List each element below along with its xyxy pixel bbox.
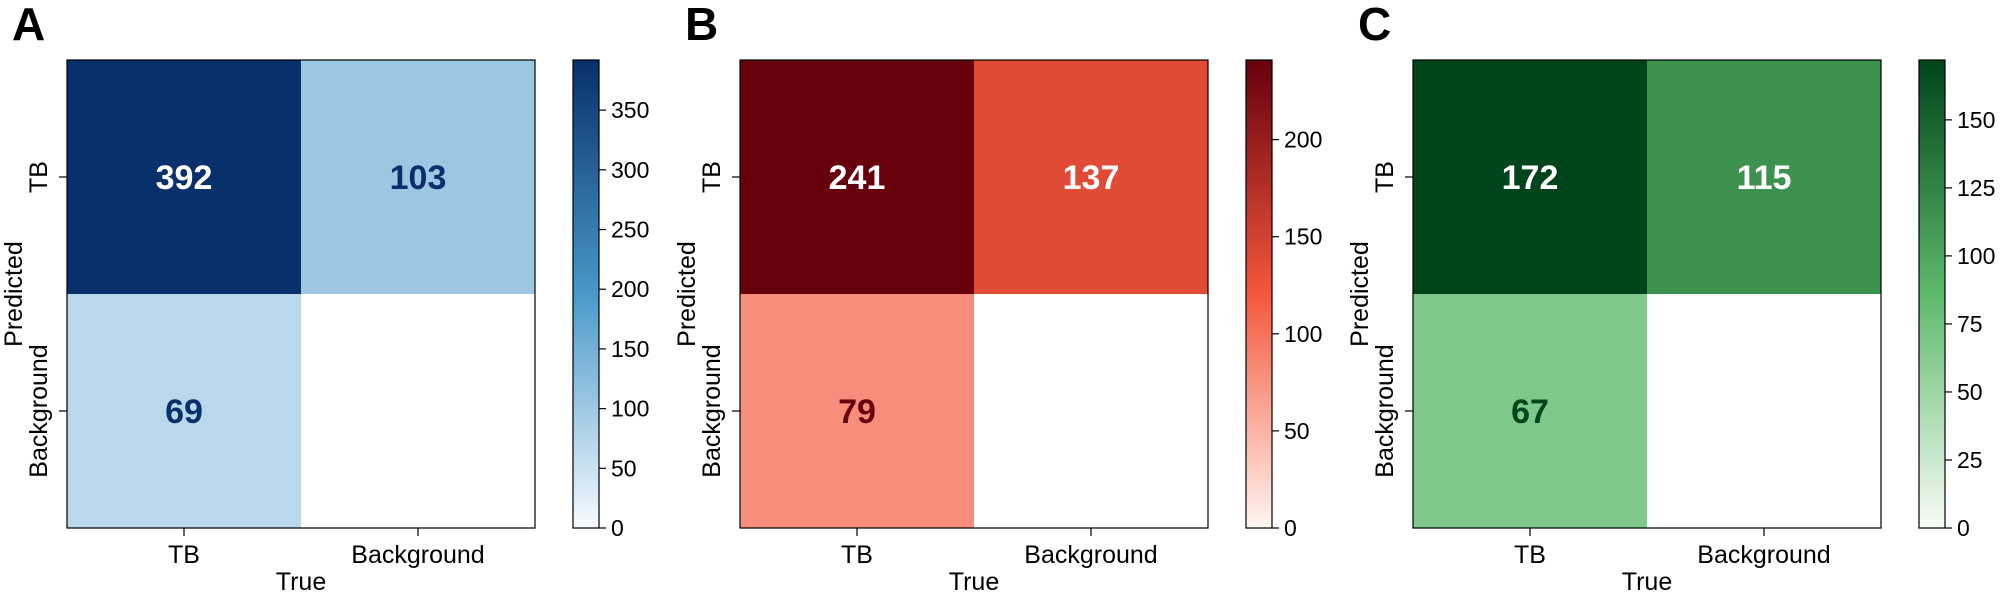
heatmap-frame — [739, 59, 1209, 529]
colorbar-tick-label: 200 — [611, 276, 649, 302]
x-tick-label: Background — [1697, 541, 1830, 569]
colorbar-tick-label: 100 — [611, 396, 649, 422]
x-axis-title: True — [949, 568, 999, 595]
colorbar-tick-label: 0 — [1957, 515, 1970, 541]
colorbar-tick-label: 100 — [1957, 243, 1995, 269]
colorbar-tick-label: 150 — [611, 336, 649, 362]
heatmap-cell — [974, 294, 1208, 528]
panel-a: A 392 103 69 TB Background TB Background True Pre… — [0, 0, 649, 595]
heatmap-frame — [66, 59, 536, 529]
heatmap-cell — [1647, 60, 1881, 294]
colorbar-tick-label: 150 — [1284, 224, 1322, 250]
heatmap-cell — [740, 294, 974, 528]
heatmap-cell — [301, 294, 535, 528]
y-tick-label: TB — [698, 161, 726, 193]
colorbar-tick-label: 100 — [1284, 321, 1322, 347]
colorbar-tick-label: 75 — [1957, 311, 1983, 337]
colorbar — [572, 59, 600, 529]
colorbar-tick-label: 300 — [611, 157, 649, 183]
heatmap-cell — [1413, 60, 1647, 294]
heatmap-cell — [974, 60, 1208, 294]
heatmap-cell — [67, 60, 301, 294]
colorbar-tick-label: 350 — [611, 97, 649, 123]
cell-value-label: 103 — [390, 159, 447, 197]
x-tick-label: Background — [1024, 541, 1157, 569]
panel-b: B 241 137 79 TB Background TB Background True Pre… — [673, 0, 1322, 595]
y-axis-title: Predicted — [0, 241, 28, 347]
y-tick-label: TB — [25, 161, 53, 193]
heatmap-cell — [1647, 294, 1881, 528]
colorbar-tick-label: 0 — [611, 515, 624, 541]
cell-value-label: 79 — [838, 393, 876, 431]
colorbar-tick-label: 50 — [1284, 418, 1310, 444]
y-axis-title: Predicted — [673, 241, 701, 347]
cell-value-label: 241 — [829, 159, 886, 197]
y-axis-title: Predicted — [1346, 241, 1374, 347]
cell-value-label: 67 — [1511, 393, 1549, 431]
colorbar-tick-label: 200 — [1284, 127, 1322, 153]
colorbar-tick-label: 25 — [1957, 447, 1983, 473]
cell-value-label: 392 — [156, 159, 213, 197]
x-tick-label: TB — [1514, 541, 1546, 569]
y-tick-label: Background — [698, 344, 726, 477]
heatmap-cell — [301, 60, 535, 294]
colorbar — [1918, 59, 1946, 529]
colorbar-tick-label: 250 — [611, 217, 649, 243]
colorbar-tick-label: 125 — [1957, 175, 1995, 201]
panel-label: C — [1358, 0, 1391, 50]
y-tick-label: Background — [25, 344, 53, 477]
x-axis-title: True — [1622, 568, 1672, 595]
cell-value-label: 172 — [1502, 159, 1559, 197]
heatmap-cell — [740, 60, 974, 294]
colorbar-tick-label: 50 — [611, 455, 637, 481]
x-tick-label: Background — [351, 541, 484, 569]
cell-value-label: 69 — [165, 393, 203, 431]
colorbar-tick-label: 150 — [1957, 107, 1995, 133]
panel-label: B — [685, 0, 718, 50]
y-tick-label: Background — [1371, 344, 1399, 477]
x-tick-label: TB — [168, 541, 200, 569]
panel-label: A — [12, 0, 45, 50]
cell-value-label: 137 — [1063, 159, 1120, 197]
cell-value-label: 115 — [1737, 159, 1792, 197]
heatmap-cell — [67, 294, 301, 528]
colorbar-tick-label: 50 — [1957, 379, 1983, 405]
panel-c: C 172 115 67 TB Background TB Background True Pre… — [1346, 0, 1995, 595]
x-axis-title: True — [276, 568, 326, 595]
heatmap-cell — [1413, 294, 1647, 528]
x-tick-label: TB — [841, 541, 873, 569]
colorbar-tick-label: 0 — [1284, 515, 1297, 541]
colorbar — [1245, 59, 1273, 529]
y-tick-label: TB — [1371, 161, 1399, 193]
heatmap-frame — [1412, 59, 1882, 529]
